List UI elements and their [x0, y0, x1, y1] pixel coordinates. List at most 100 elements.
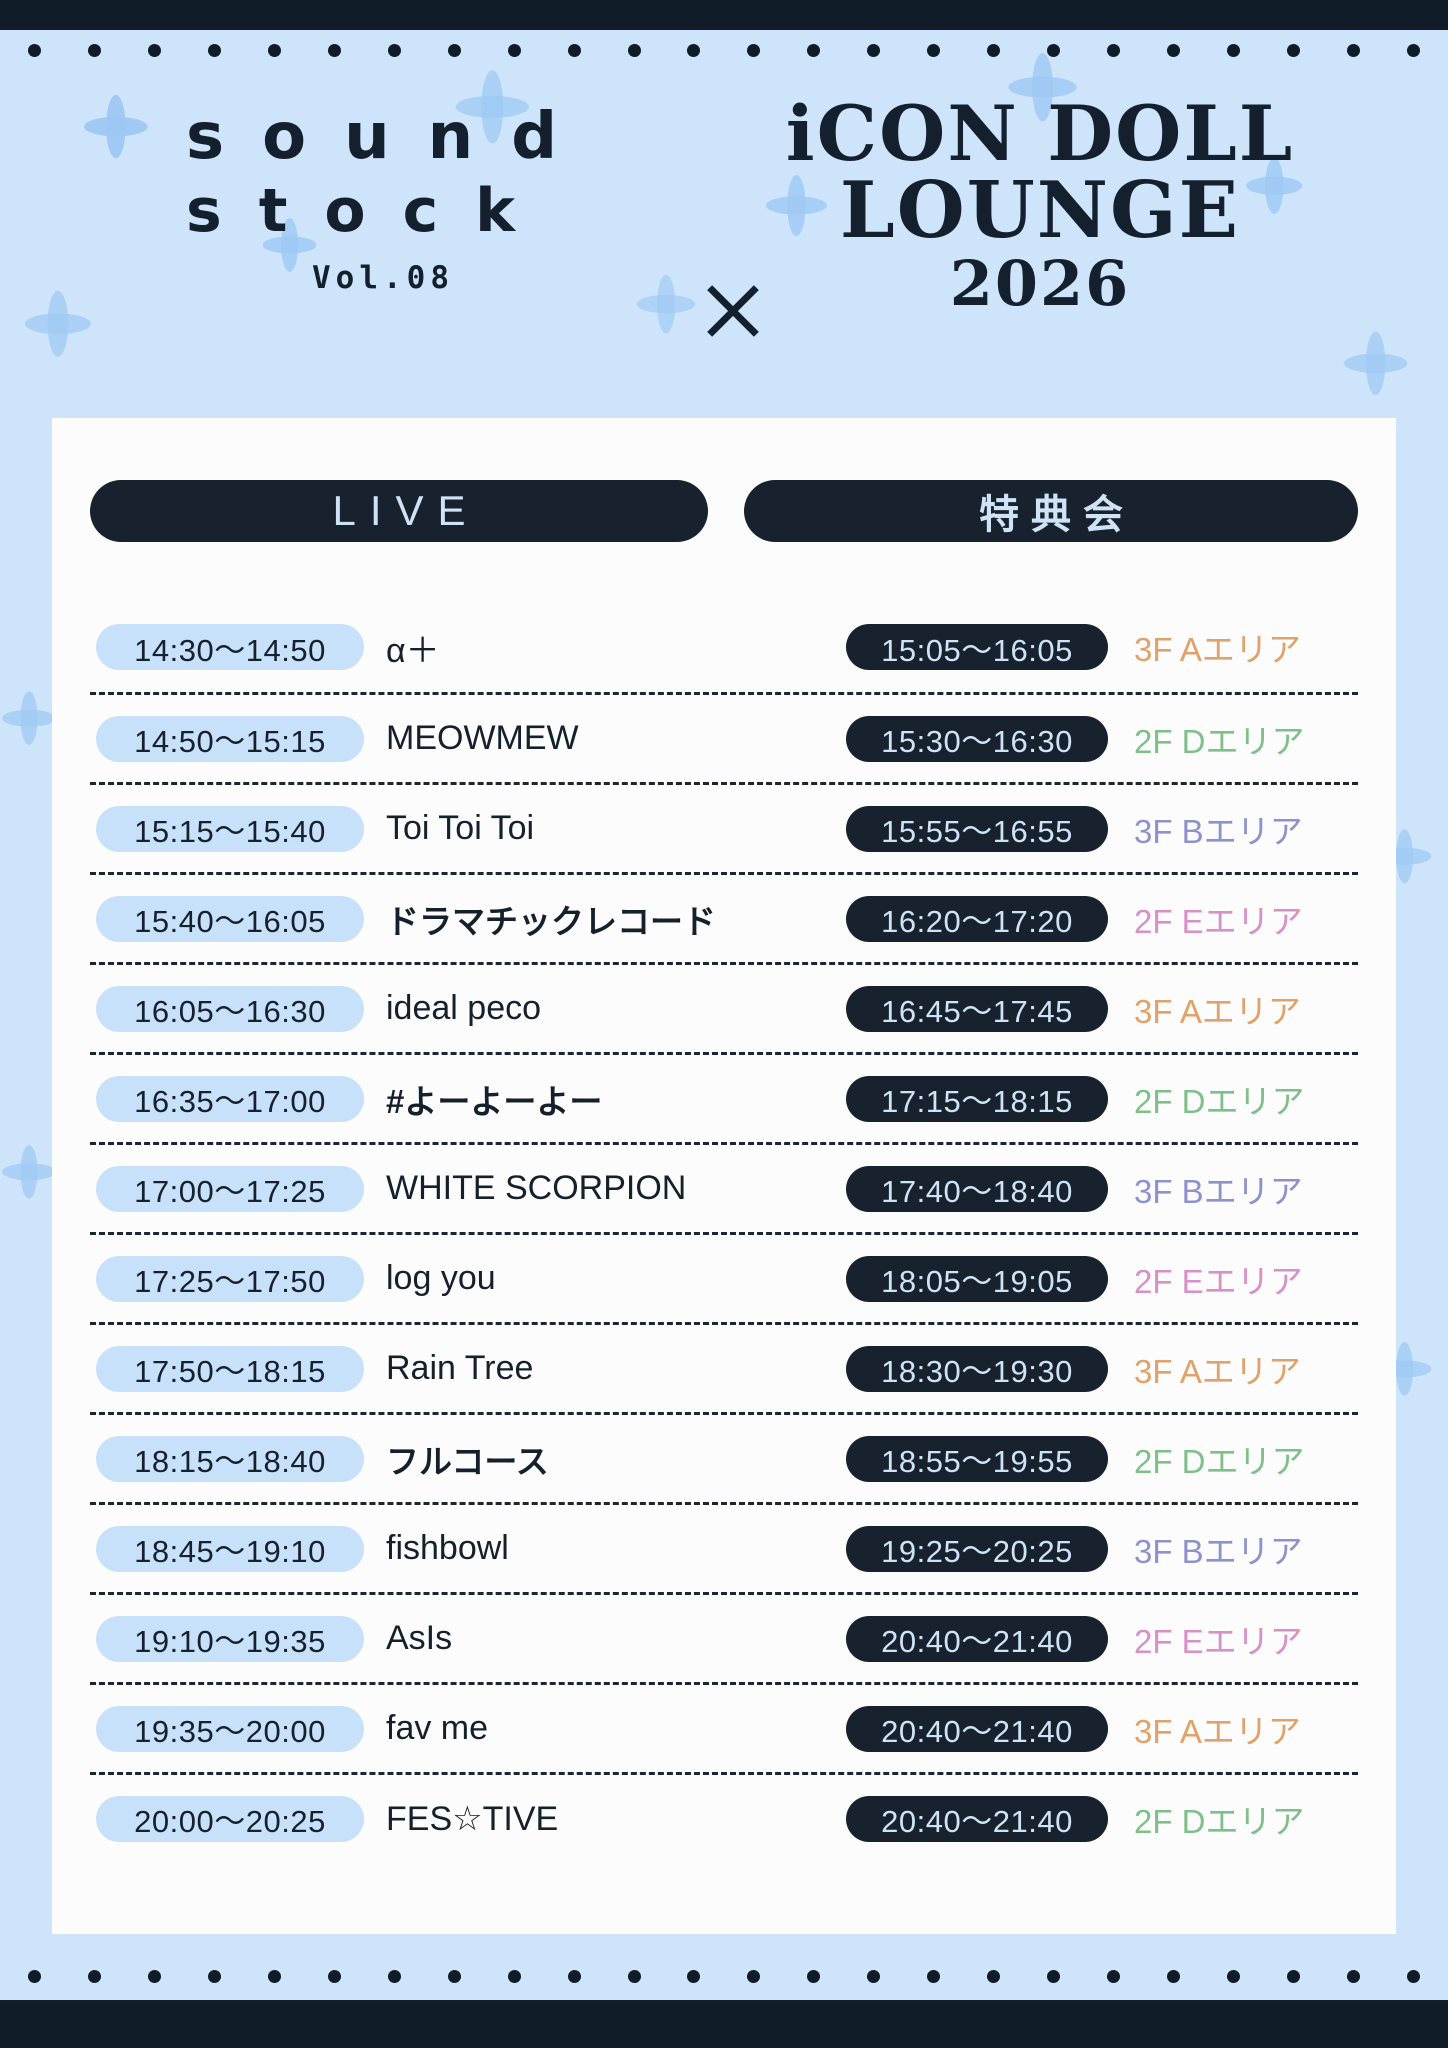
artist-name: FES☆TIVE [386, 1799, 559, 1838]
area-label: 3F Aエリア [1134, 1712, 1301, 1750]
artist-name: Toi Toi Toi [386, 809, 535, 847]
area-label: 3F Aエリア [1134, 1352, 1301, 1390]
perforation-dot [1287, 1970, 1301, 1983]
perforation-dot [28, 1970, 41, 1983]
area-label: 2F Eエリア [1134, 902, 1303, 940]
area-label: 2F Dエリア [1134, 1082, 1305, 1120]
area-label: 2F Dエリア [1134, 1802, 1305, 1840]
schedule-row: 17:25〜17:50 log you 18:05〜19:05 2F Eエリア [90, 1232, 1358, 1322]
area-label: 2F Dエリア [1134, 722, 1305, 760]
perforation-dot [927, 1970, 941, 1983]
schedule-card: LIVE 特典会 14:30〜14:50 α＋ 15:05〜16:05 3F Aエリア… [52, 418, 1396, 1934]
perforation-dot [147, 1970, 161, 1983]
perforation-dot [1287, 44, 1301, 57]
schedule-row: 17:50〜18:15 Rain Tree 18:30〜19:30 3F Aエリア [90, 1322, 1358, 1412]
artist-name: MEOWMEW [386, 719, 579, 757]
perforation-dot [687, 1970, 701, 1983]
perforation-dot [1227, 44, 1241, 57]
bonus-time-badge: 15:05〜16:05 [846, 624, 1108, 670]
perforation-dot [447, 44, 461, 57]
perforation-dot [327, 44, 341, 57]
perforation-dot [267, 44, 281, 57]
bonus-time-badge: 20:40〜21:40 [846, 1705, 1108, 1752]
bonus-time-badge: 17:40〜18:40 [846, 1165, 1108, 1212]
bonus-time-badge: 20:40〜21:40 [846, 1615, 1108, 1662]
schedule-row: 16:35〜17:00 #よーよーよー 17:15〜18:15 2F Dエリア [90, 1052, 1358, 1142]
top-dark-bar [0, 0, 1448, 30]
schedule-rows: 14:30〜14:50 α＋ 15:05〜16:05 3F Aエリア 14:50〜15:… [90, 602, 1358, 1862]
live-time-badge: 17:25〜17:50 [96, 1255, 364, 1302]
perforation-dot [1346, 44, 1360, 57]
perforation-dot [447, 1970, 461, 1983]
artist-name: fav me [386, 1709, 489, 1747]
live-time-badge: 17:50〜18:15 [96, 1345, 364, 1392]
live-time-badge: 15:15〜15:40 [96, 805, 364, 852]
perforation-dot [147, 44, 161, 57]
perforation-dot [747, 1970, 761, 1983]
volume-label: Vol.08 [312, 260, 454, 297]
bonus-time-badge: 18:30〜19:30 [846, 1345, 1108, 1392]
bonus-time-badge: 20:40〜21:40 [846, 1795, 1108, 1842]
column-headers: LIVE 特典会 [90, 480, 1358, 542]
area-label: 3F Bエリア [1134, 1172, 1303, 1210]
schedule-row: 18:45〜19:10 fishbowl 19:25〜20:25 3F Bエリア [90, 1502, 1358, 1592]
perforation-dot [987, 44, 1001, 57]
perforation-dot [1346, 1970, 1360, 1983]
artist-name: フルコース [386, 1442, 549, 1480]
perforation-dot [267, 1970, 281, 1983]
perforation-dot [927, 44, 941, 57]
perforation-dot [207, 44, 221, 57]
schedule-row: 19:35〜20:00 fav me 20:40〜21:40 3F Aエリア [90, 1682, 1358, 1772]
artist-name: α＋ [386, 631, 440, 670]
perforation-dot [1227, 1970, 1241, 1983]
area-label: 2F Eエリア [1134, 1622, 1303, 1660]
perforation-dot [1107, 44, 1121, 57]
area-label: 3F Bエリア [1134, 812, 1303, 850]
bonus-time-badge: 16:20〜17:20 [846, 895, 1108, 942]
schedule-row: 19:10〜19:35 AsIs 20:40〜21:40 2F Eエリア [90, 1592, 1358, 1682]
perforation-dot [87, 1970, 101, 1983]
perforation-dot [387, 1970, 401, 1983]
artist-name: ideal peco [386, 989, 542, 1027]
perforation-dot [867, 1970, 881, 1983]
perforation-dot [1167, 44, 1181, 57]
live-time-badge: 19:10〜19:35 [96, 1615, 364, 1662]
perforation-dot [1047, 1970, 1061, 1983]
live-time-badge: 18:45〜19:10 [96, 1525, 364, 1572]
area-label: 3F Aエリア [1134, 631, 1301, 668]
logo-line-stock: stock [186, 175, 553, 246]
perforation-dot [1107, 1970, 1121, 1983]
schedule-row: 14:50〜15:15 MEOWMEW 15:30〜16:30 2F Dエリア [90, 692, 1358, 782]
logo-line-sound: sound [186, 100, 595, 174]
column-header-live-label: LIVE [332, 487, 480, 534]
event-logo-left: sound stock Vol.08 [186, 100, 595, 296]
perforation-dot [327, 1970, 341, 1983]
event-logo-right: iCON DOLL LOUNGE 2026 [760, 96, 1320, 316]
perforation-dot [567, 44, 581, 57]
live-time-badge: 16:35〜17:00 [96, 1075, 364, 1122]
perforation-dot [1406, 44, 1420, 57]
perforation-dot [1047, 44, 1061, 57]
artist-name: #よーよーよー [386, 1082, 603, 1120]
live-time-badge: 18:15〜18:40 [96, 1435, 364, 1482]
schedule-row: 15:40〜16:05 ドラマチックレコード 16:20〜17:20 2F Eエリア [90, 872, 1358, 962]
perforation-dot [747, 44, 761, 57]
area-label: 2F Eエリア [1134, 1262, 1303, 1300]
perforation-dot [1406, 1970, 1420, 1983]
artist-name: AsIs [386, 1619, 453, 1657]
live-time-badge: 15:40〜16:05 [96, 895, 364, 942]
perforation-dot [507, 1970, 521, 1983]
perforation-dot [207, 1970, 221, 1983]
perforation-dots-bottom [0, 1970, 1448, 1990]
perforation-dot [627, 1970, 641, 1983]
perforation-dot [687, 44, 701, 57]
schedule-row: 20:00〜20:25 FES☆TIVE 20:40〜21:40 2F Dエリア [90, 1772, 1358, 1862]
perforation-dot [87, 44, 101, 57]
artist-name: log you [386, 1259, 496, 1297]
bonus-time-badge: 15:55〜16:55 [846, 805, 1108, 852]
perforation-dot [28, 44, 41, 57]
live-time-badge: 16:05〜16:30 [96, 985, 364, 1032]
schedule-row: 17:00〜17:25 WHITE SCORPION 17:40〜18:40 3F B… [90, 1142, 1358, 1232]
live-time-badge: 14:50〜15:15 [96, 715, 364, 762]
